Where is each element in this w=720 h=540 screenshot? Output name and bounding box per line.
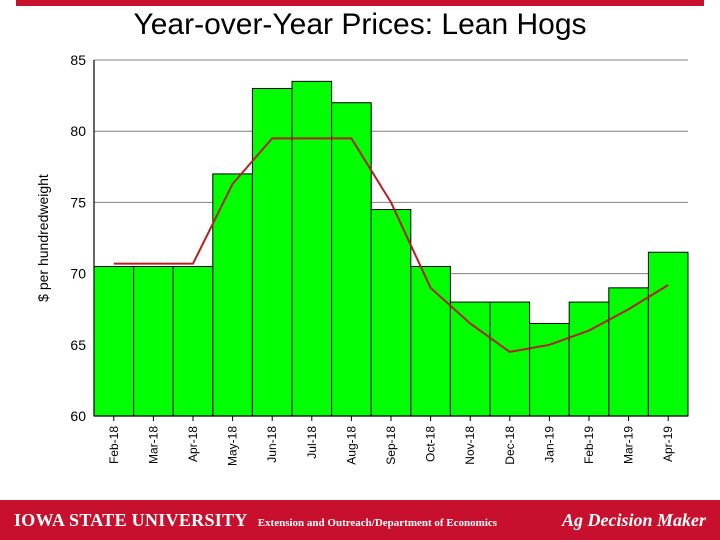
svg-text:Nov-18: Nov-18 (463, 426, 477, 465)
svg-text:75: 75 (70, 194, 86, 210)
svg-text:85: 85 (70, 52, 86, 68)
svg-text:Feb-18: Feb-18 (107, 426, 121, 464)
svg-text:Dec-18: Dec-18 (503, 426, 517, 465)
price-chart: 60 65 70 75 80 85 Feb-18 Mar-18 Apr-18 May-18 Jun-… (30, 48, 700, 488)
footer-left: IOWA STATE UNIVERSITY Extension and Outr… (14, 510, 497, 531)
slide-title: Year-over-Year Prices: Lean Hogs (0, 8, 720, 42)
svg-text:Apr-18: Apr-18 (186, 426, 200, 462)
svg-text:Oct-18: Oct-18 (424, 426, 438, 462)
svg-text:Jul-18: Jul-18 (305, 426, 319, 459)
svg-text:Sep-18: Sep-18 (384, 426, 398, 465)
svg-text:80: 80 (70, 123, 86, 139)
svg-text:Jan-19: Jan-19 (542, 426, 556, 463)
footer-bar: IOWA STATE UNIVERSITY Extension and Outr… (0, 500, 720, 540)
svg-text:Aug-18: Aug-18 (344, 426, 358, 465)
svg-text:60: 60 (70, 408, 86, 424)
svg-text:Mar-19: Mar-19 (622, 426, 636, 464)
svg-text:Apr-19: Apr-19 (661, 426, 675, 462)
svg-text:May-18: May-18 (226, 426, 240, 466)
accent-bar-top (16, 0, 704, 6)
svg-text:65: 65 (70, 337, 86, 353)
logo-main: IOWA STATE UNIVERSITY (14, 510, 248, 531)
svg-text:Mar-18: Mar-18 (146, 426, 160, 464)
logo-sub: Extension and Outreach/Department of Eco… (258, 517, 497, 529)
svg-text:Feb-19: Feb-19 (582, 426, 596, 464)
slide: Year-over-Year Prices: Lean Hogs 60 65 70 7… (0, 0, 720, 540)
svg-text:$ per hundredweight: $ per hundredweight (35, 174, 51, 302)
footer-right: Ag Decision Maker (562, 510, 706, 531)
svg-text:Jun-18: Jun-18 (265, 426, 279, 463)
svg-text:70: 70 (70, 266, 86, 282)
